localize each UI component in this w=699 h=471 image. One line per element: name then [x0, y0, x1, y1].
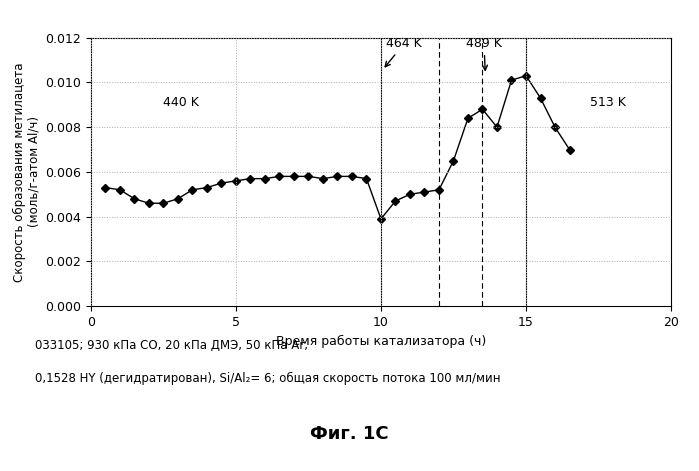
Y-axis label: Скорость образования метилацета
(моль/г-атом Al/ч): Скорость образования метилацета (моль/г-… — [13, 62, 41, 282]
Text: 513 K: 513 K — [590, 96, 626, 109]
Text: 464 K: 464 K — [385, 37, 422, 67]
Text: 033105; 930 кПа CO, 20 кПа ДМЭ, 50 кПа Ar,: 033105; 930 кПа CO, 20 кПа ДМЭ, 50 кПа A… — [35, 339, 308, 352]
Text: 0,1528 HY (дегидратирован), Si/Al₂= 6; общая скорость потока 100 мл/мин: 0,1528 HY (дегидратирован), Si/Al₂= 6; о… — [35, 372, 500, 385]
Text: 440 K: 440 K — [164, 96, 199, 109]
Text: 489 K: 489 K — [466, 37, 502, 70]
X-axis label: Время работы катализатора (ч): Время работы катализатора (ч) — [276, 334, 486, 348]
Text: Фиг. 1C: Фиг. 1C — [310, 425, 389, 443]
